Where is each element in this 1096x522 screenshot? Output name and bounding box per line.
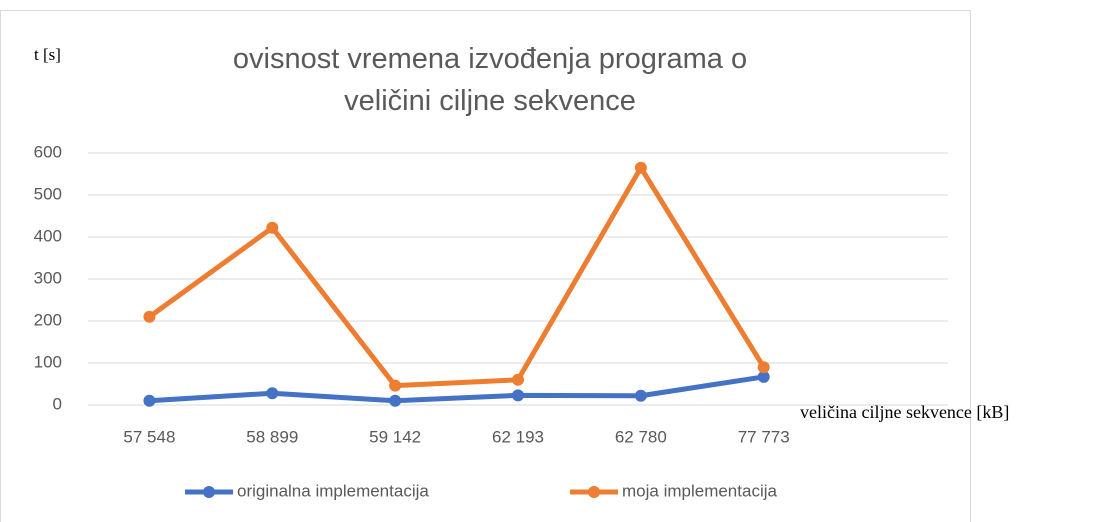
point: [389, 379, 402, 392]
y-tick-label: 400: [34, 226, 62, 245]
x-tick-label: 77 773: [738, 427, 790, 446]
y-tick-label: 300: [34, 268, 62, 287]
series-line: [146, 165, 767, 389]
point: [143, 394, 156, 407]
point: [389, 394, 402, 407]
x-tick-label: 62 780: [615, 427, 667, 446]
point: [512, 373, 524, 386]
x-tick-label: 62 193: [492, 427, 544, 446]
y-tick-label: 200: [34, 310, 62, 329]
y-axis-label: t [s]: [34, 45, 61, 64]
legend-label: moja implementacija: [622, 481, 777, 500]
point: [266, 387, 279, 400]
point: [634, 161, 647, 174]
point: [757, 370, 770, 383]
point: [143, 310, 156, 323]
point: [634, 389, 647, 402]
x-axis-label: veličina ciljne sekvence [kB]: [800, 402, 1009, 422]
chart-frame: [0, 10, 971, 522]
series-line: [146, 374, 767, 404]
legend-marker: [588, 486, 600, 498]
point: [512, 389, 524, 402]
x-tick-label: 57 548: [123, 427, 175, 446]
point: [266, 221, 279, 234]
legend-label: originalna implementacija: [237, 481, 429, 500]
legend-marker: [203, 486, 215, 498]
point: [757, 361, 770, 374]
y-tick-label: 100: [34, 352, 62, 371]
x-tick-label: 59 142: [369, 427, 421, 446]
chart-title: ovisnost vremena izvođenja programa o ve…: [232, 43, 748, 117]
y-tick-label: 600: [34, 142, 62, 161]
x-tick-label: 58 899: [246, 427, 298, 446]
y-tick-label: 500: [34, 184, 62, 203]
y-tick-label: 0: [53, 394, 62, 413]
